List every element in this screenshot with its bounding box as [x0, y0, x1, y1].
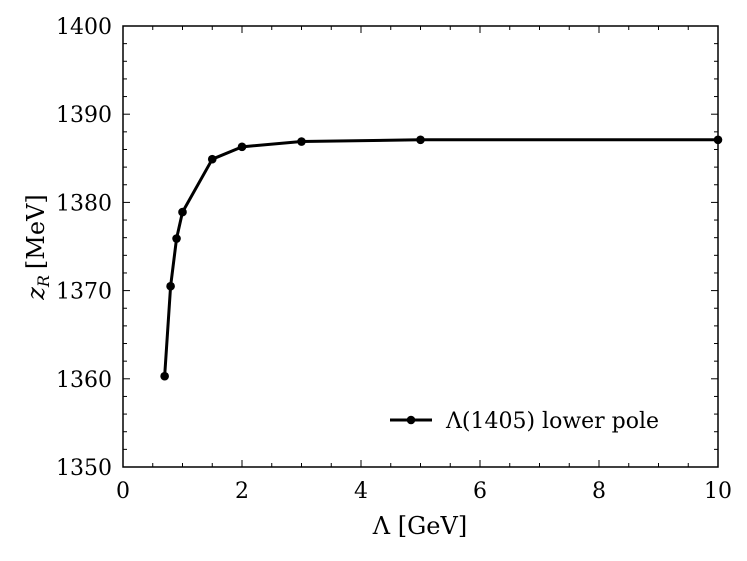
- y-tick-label: 1380: [56, 191, 112, 216]
- x-tick-label: 10: [704, 479, 732, 504]
- legend-marker: [406, 415, 416, 425]
- y-axis-label-main: z: [22, 287, 50, 301]
- y-tick-label: 1370: [56, 280, 112, 305]
- data-point: [178, 207, 187, 217]
- data-point: [160, 371, 169, 381]
- y-axis-label-sub: R: [34, 275, 53, 288]
- y-tick-label: 1400: [56, 15, 112, 40]
- legend-label: Λ(1405) lower pole: [445, 409, 659, 434]
- x-tick-label: 0: [116, 479, 130, 504]
- y-tick-label: 1350: [56, 456, 112, 481]
- x-tick-label: 6: [473, 479, 487, 504]
- y-tick-label: 1390: [56, 103, 112, 128]
- data-point: [713, 135, 723, 145]
- legend: Λ(1405) lower pole: [390, 409, 659, 434]
- x-tick-label: 2: [235, 479, 249, 504]
- x-axis-label: Λ [GeV]: [372, 512, 467, 540]
- data-point: [207, 154, 217, 164]
- x-tick-label: 8: [592, 479, 606, 504]
- data-point: [172, 234, 181, 243]
- series-line: [163, 138, 718, 377]
- y-axis-label: zR [MeV]: [22, 194, 53, 301]
- axis-ticks: 0 2 4 6 8 10 1350 1360 1370 1380 1390 1400: [56, 15, 732, 504]
- plot-frame: [122, 25, 719, 468]
- data-series: [160, 135, 723, 381]
- y-tick-label: 1360: [56, 368, 112, 393]
- y-axis-label-unit: [MeV]: [22, 194, 50, 269]
- data-point: [416, 135, 425, 145]
- data-point: [166, 281, 175, 291]
- data-point: [297, 137, 306, 146]
- data-point: [237, 142, 247, 152]
- x-tick-label: 4: [354, 479, 368, 504]
